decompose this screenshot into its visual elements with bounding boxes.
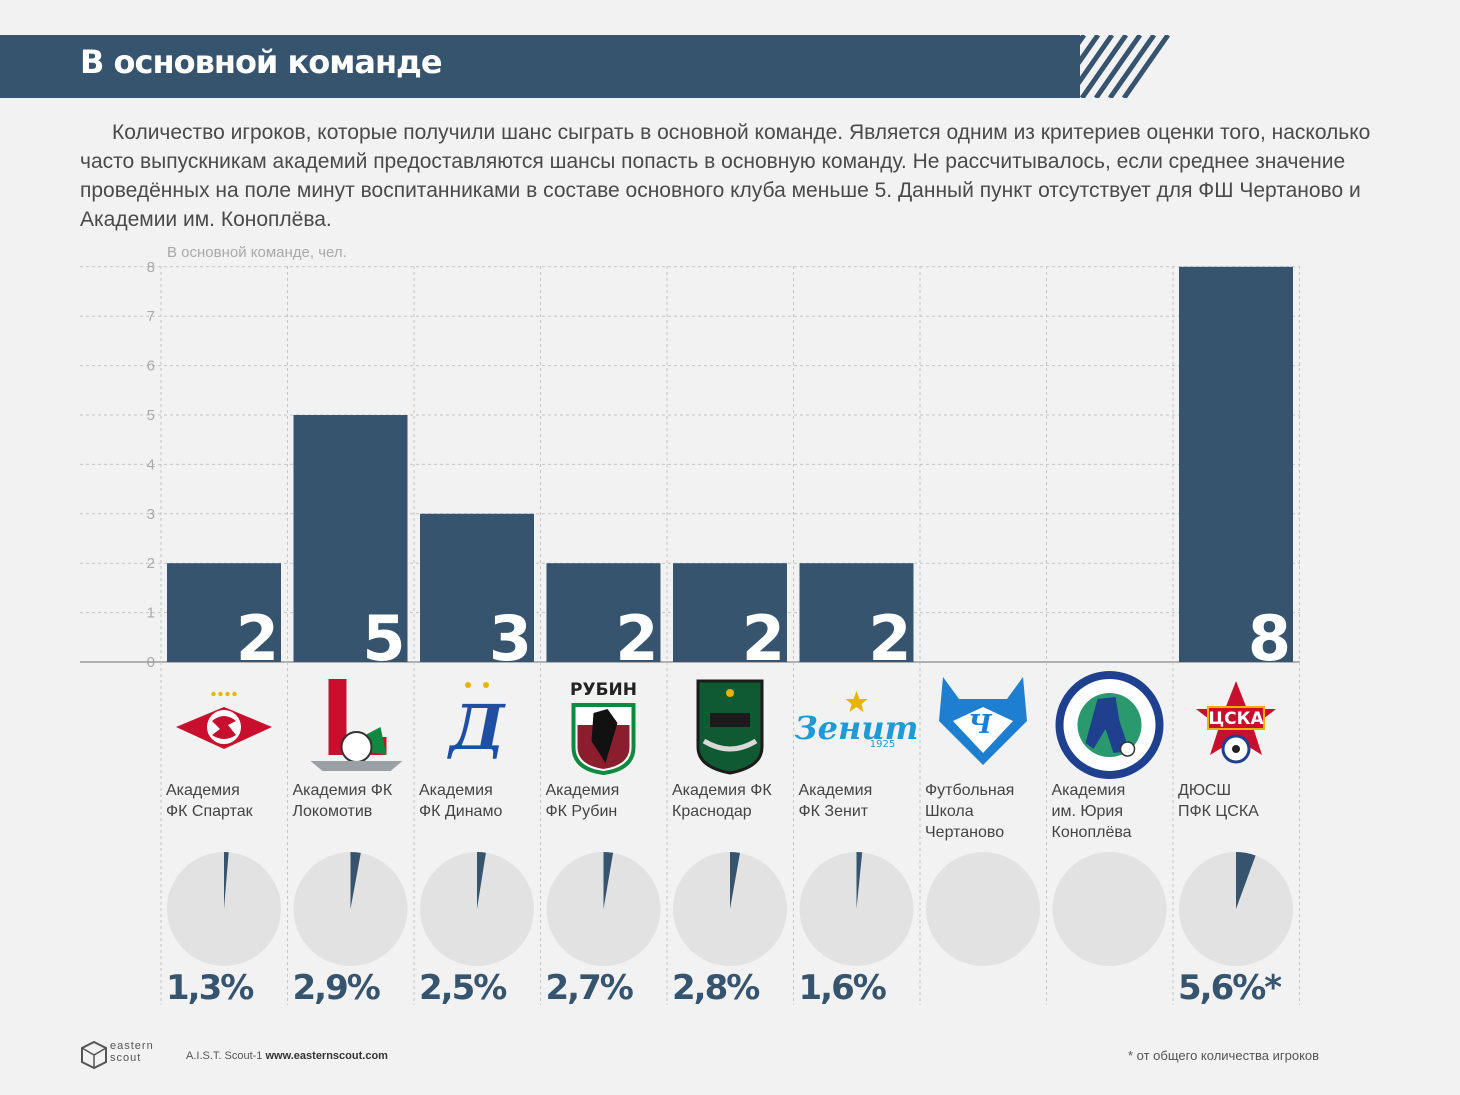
category-label: Академия ФК Рубин [546, 780, 670, 822]
y-tick-label: 6 [147, 358, 155, 375]
bar [799, 563, 914, 662]
share-label: 1,3% [166, 968, 254, 1008]
site-link[interactable]: www.easternscout.com [265, 1050, 388, 1062]
category-label-line: Футбольная [925, 782, 1015, 799]
rubin-logo-text: РУБИН [570, 680, 637, 700]
share-label: 2,7% [545, 968, 634, 1008]
brand-name-bottom: scout [110, 1052, 142, 1064]
category-label: Футбольная Школа Чертаново [925, 780, 1049, 843]
pie-slice [730, 852, 740, 909]
konoplev-logo [1055, 671, 1164, 779]
category-label: Академия ФК Спартак [166, 780, 290, 822]
bar-value-label: 8 [1248, 602, 1291, 675]
category-label-line: Академия [545, 782, 620, 799]
share-label: 2,8% [672, 968, 760, 1008]
cska-logo-text: ЦСКА [1208, 709, 1264, 729]
category-label-line: Локомотив [292, 803, 373, 820]
category-label: Академия ФК Краснодар [672, 780, 796, 822]
bar-value-label: 2 [236, 602, 279, 675]
bar [420, 513, 534, 662]
rubin-logo: РУБИН [570, 680, 637, 776]
dinamo-letter: Д [446, 691, 506, 764]
dinamo-logo: Д [446, 682, 506, 764]
bar-value-label: 3 [489, 602, 532, 675]
bar [1179, 266, 1293, 662]
bar [167, 563, 281, 662]
category-label: Академия им. Юрия Коноплёва [1052, 780, 1176, 843]
pie-slice [603, 851, 614, 909]
category-label-line: Академия [798, 782, 873, 799]
category-label-line: Краснодар [672, 803, 752, 820]
category-label-line: Коноплёва [1051, 824, 1132, 841]
category-label-line: им. Юрия [1051, 803, 1124, 820]
header-banner: В основной команде [0, 35, 1080, 98]
cube-icon [81, 1040, 107, 1070]
category-label-line: Академия ФК [672, 782, 772, 799]
category-label-line: ФК Спартак [166, 803, 253, 820]
bar-value-label: 2 [868, 602, 911, 675]
pie-slice [350, 851, 361, 909]
chertanovo-logo: Ч [939, 677, 1027, 765]
pie-background [926, 852, 1040, 966]
category-label-line: Академия [419, 782, 493, 799]
krasnodar-logo [696, 679, 764, 775]
bar [673, 563, 787, 662]
category-label-line: ФК Зенит [798, 803, 869, 820]
page-title: В основной команде [80, 43, 443, 81]
cska-logo: ЦСКА [1196, 681, 1276, 764]
zenit-logo-text: Зенит [795, 709, 919, 747]
y-tick-label: 8 [147, 259, 155, 276]
category-label-line: ФК Рубин [545, 803, 618, 820]
intro-text: Количество игроков, которые получили шан… [80, 121, 1371, 231]
bar [293, 415, 408, 662]
bar [546, 563, 661, 662]
pie-slice [1236, 852, 1256, 909]
category-label: Академия ФК Динамо [419, 780, 543, 822]
bar-value-label: 2 [742, 602, 785, 675]
category-label-line: ДЮСШ [1178, 782, 1232, 799]
pie-slice [224, 852, 229, 909]
bar-value-label: 5 [362, 602, 405, 675]
category-label-line: ПФК ЦСКА [1178, 803, 1259, 820]
share-label: 5,6%* [1178, 968, 1282, 1008]
y-tick-label: 3 [147, 506, 155, 523]
category-label-line: Школа [925, 803, 974, 820]
category-label-line: Академия [1051, 782, 1126, 799]
spartak-logo [176, 691, 272, 749]
category-label-line: ФК Динамо [419, 803, 503, 820]
category-label-line: Академия [166, 782, 240, 799]
pie-slice [477, 852, 486, 909]
pie-slice [856, 852, 863, 909]
y-tick-label: 4 [147, 456, 155, 473]
y-tick-label: 5 [147, 407, 155, 424]
category-label: Академия ФК Локомотив [293, 780, 417, 822]
y-tick-label: 2 [147, 555, 155, 572]
y-axis-label: В основной команде, чел. [167, 244, 347, 261]
stripes-decoration [1040, 35, 1171, 98]
category-label: ДЮСШ ПФК ЦСКА [1178, 780, 1302, 822]
lokomotiv-logo [310, 679, 403, 771]
share-label: 2,5% [419, 968, 507, 1008]
brand-name-top: eastern [110, 1040, 154, 1052]
y-tick-label: 7 [147, 308, 155, 325]
bar-value-label: 2 [615, 602, 658, 675]
credit-text: A.I.S.T. Scout-1 [186, 1050, 263, 1062]
zenit-logo-year: 1925 [870, 739, 895, 750]
brand-logo: eastern scout [80, 1040, 153, 1075]
share-label: 2,9% [292, 968, 381, 1008]
chertanovo-logo-letter: Ч [968, 710, 993, 740]
share-label: 1,6% [798, 968, 887, 1008]
pie-background [1052, 852, 1167, 966]
y-tick-label: 1 [147, 605, 155, 622]
category-label-line: Чертаново [925, 824, 1005, 841]
footer-credit: A.I.S.T. Scout-1 www.easternscout.com [186, 1050, 388, 1062]
footnote: * от общего количества игроков [1128, 1048, 1320, 1063]
category-label-line: Академия ФК [292, 782, 393, 799]
category-label: Академия ФК Зенит [799, 780, 923, 822]
